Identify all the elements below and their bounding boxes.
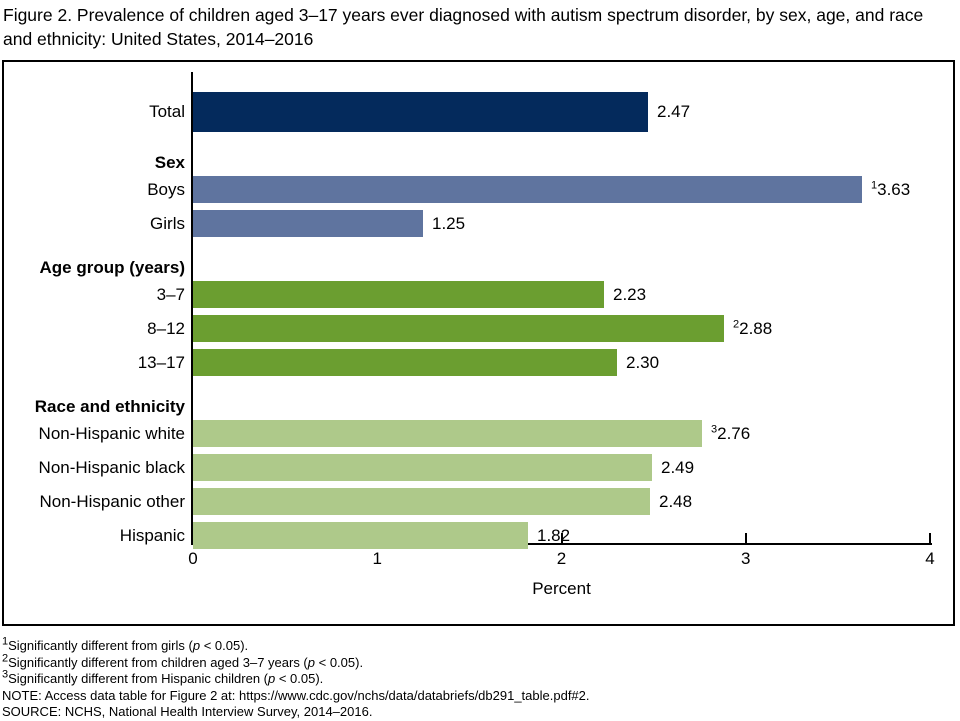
x-axis-tick: [560, 533, 563, 543]
bar-label: 13–17: [137, 352, 185, 372]
footnote-line: 3Significantly different from Hispanic c…: [2, 668, 324, 686]
bar-value: 22.88: [733, 317, 773, 338]
chart-frame: Percent 0 1 2 3 4 Total 2.47 Sex Boys 13.63 Girls 1…: [2, 60, 955, 626]
bar-value: 2.49: [661, 457, 695, 477]
bar-non-hispanic-other: [193, 488, 650, 515]
bar-value: 13.63: [871, 178, 911, 199]
bar-boys: [193, 176, 862, 203]
bar-label: 8–12: [147, 318, 185, 338]
bar-non-hispanic-black: [193, 454, 652, 481]
bar-non-hispanic-white: [193, 420, 702, 447]
bar-13-17: [193, 349, 617, 376]
footnotes: 1Significantly different from girls (p <…: [2, 635, 952, 721]
bar-8-12: [193, 315, 724, 342]
figure-title: Figure 2. Prevalence of children aged 3–…: [3, 3, 955, 51]
bar-label: Non-Hispanic black: [38, 457, 185, 477]
figure-title-line2: and ethnicity: United States, 2014–2016: [3, 29, 314, 49]
group-header: Sex: [154, 153, 185, 172]
bar-value: 2.47: [657, 102, 691, 121]
bar-total: [193, 92, 648, 132]
x-axis-tick: [929, 533, 931, 543]
bar-value: 2.23: [613, 284, 647, 304]
x-axis-tick-label: 4: [925, 549, 935, 568]
bar-3-7: [193, 281, 604, 308]
bar-girls: [193, 210, 423, 237]
bar-value: 1.25: [432, 213, 466, 233]
bar-label: Non-Hispanic white: [38, 423, 185, 443]
footnote-line: NOTE: Access data table for Figure 2 at:…: [2, 687, 590, 703]
bar-label: Boys: [147, 179, 185, 199]
group-header: Age group (years): [39, 258, 185, 277]
y-axis-line: [191, 72, 193, 545]
bar-label: 3–7: [156, 284, 185, 304]
group-header: Race and ethnicity: [34, 397, 185, 416]
footnote-line: 2Significantly different from children a…: [2, 652, 364, 670]
bar-value: 32.76: [711, 422, 751, 443]
x-axis-tick-label: 0: [188, 549, 198, 568]
x-axis-line: [191, 543, 932, 545]
footnote-line: SOURCE: NCHS, National Health Interview …: [2, 704, 373, 719]
bar-value: 1.82: [537, 525, 571, 545]
x-axis-tick: [744, 533, 747, 543]
bar-label: Hispanic: [119, 525, 185, 545]
bar-label: Total: [149, 102, 185, 121]
footnote-line: 1Significantly different from girls (p <…: [2, 635, 249, 653]
figure-title-line1: Figure 2. Prevalence of children aged 3–…: [3, 5, 924, 25]
bar-label: Girls: [150, 213, 185, 233]
bar-value: 2.30: [626, 352, 660, 372]
bar-value: 2.48: [659, 491, 693, 511]
x-axis-tick-label: 3: [741, 549, 751, 568]
x-axis-tick-label: 1: [372, 549, 382, 568]
plot-area: Percent 0 1 2 3 4 Total 2.47 Sex Boys 13.63 Girls 1…: [4, 62, 953, 624]
bar-hispanic: [193, 522, 528, 549]
x-axis-title: Percent: [532, 579, 591, 598]
bar-label: Non-Hispanic other: [39, 491, 185, 511]
x-axis-tick-label: 2: [556, 549, 567, 568]
